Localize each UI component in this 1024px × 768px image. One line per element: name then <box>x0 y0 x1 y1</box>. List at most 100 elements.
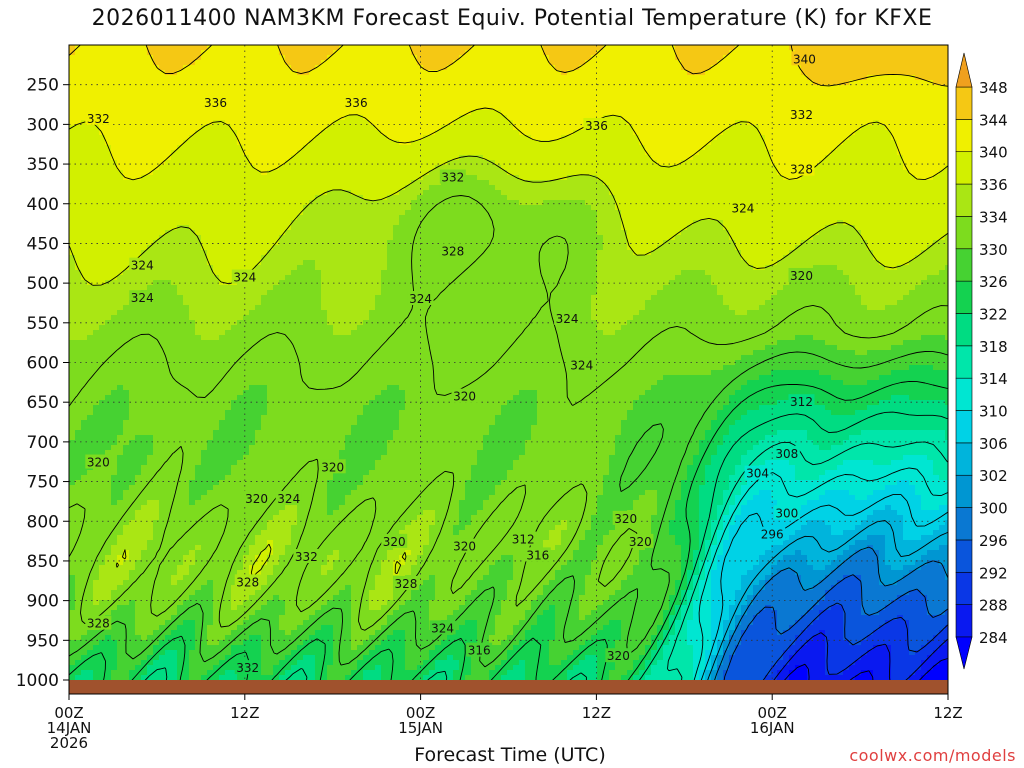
field-cell <box>213 405 220 411</box>
field-cell <box>81 165 88 171</box>
field-cell <box>183 280 190 286</box>
field-cell <box>153 480 160 486</box>
field-cell <box>297 350 304 356</box>
field-cell <box>69 645 76 651</box>
field-cell <box>279 550 286 556</box>
field-cell <box>249 505 256 511</box>
field-cell <box>117 390 124 396</box>
field-cell <box>93 320 100 326</box>
field-cell <box>243 145 250 151</box>
field-cell <box>261 200 268 206</box>
field-cell <box>123 665 130 671</box>
field-cell <box>177 150 184 156</box>
field-cell <box>243 560 250 566</box>
field-cell <box>297 340 304 346</box>
field-cell <box>159 360 166 366</box>
field-cell <box>87 315 94 321</box>
field-cell <box>207 400 214 406</box>
field-cell <box>117 650 124 656</box>
field-cell <box>105 240 112 246</box>
field-cell <box>147 615 154 621</box>
field-cell <box>69 95 76 101</box>
field-cell <box>93 205 100 211</box>
field-cell <box>213 625 220 631</box>
field-cell <box>75 195 82 201</box>
field-cell <box>69 70 76 76</box>
field-cell <box>183 260 190 266</box>
field-cell <box>123 460 130 466</box>
field-cell <box>225 675 232 680</box>
field-cell <box>171 125 178 131</box>
field-cell <box>213 475 220 481</box>
field-cell <box>171 50 178 56</box>
field-cell <box>303 240 310 246</box>
field-cell <box>231 345 238 351</box>
field-cell <box>165 570 172 576</box>
field-cell <box>93 375 100 381</box>
field-cell <box>99 525 106 531</box>
field-cell <box>231 265 238 271</box>
field-cell <box>267 205 274 211</box>
field-cell <box>189 105 196 111</box>
field-cell <box>213 460 220 466</box>
field-cell <box>123 165 130 171</box>
field-cell <box>225 395 232 401</box>
field-cell <box>243 470 250 476</box>
field-cell <box>291 545 298 551</box>
field-cell <box>297 45 304 51</box>
field-cell <box>129 560 136 566</box>
field-cell <box>159 255 166 261</box>
field-cell <box>261 630 268 636</box>
field-cell <box>285 330 292 336</box>
field-cell <box>237 65 244 71</box>
field-cell <box>87 555 94 561</box>
field-cell <box>99 75 106 81</box>
field-cell <box>201 475 208 481</box>
field-cell <box>255 120 262 126</box>
field-cell <box>165 135 172 141</box>
field-cell <box>249 450 256 456</box>
field-cell <box>231 635 238 641</box>
field-cell <box>261 355 268 361</box>
field-cell <box>279 145 286 151</box>
field-cell <box>267 240 274 246</box>
field-cell <box>195 85 202 91</box>
field-cell <box>237 175 244 181</box>
field-cell <box>105 55 112 61</box>
field-cell <box>87 405 94 411</box>
field-cell <box>141 185 148 191</box>
field-cell <box>255 435 262 441</box>
field-cell <box>159 510 166 516</box>
field-cell <box>81 310 88 316</box>
field-cell <box>93 165 100 171</box>
field-cell <box>261 545 268 551</box>
field-cell <box>207 335 214 341</box>
field-cell <box>117 565 124 571</box>
field-cell <box>249 530 256 536</box>
field-cell <box>213 210 220 216</box>
field-cell <box>291 455 298 461</box>
field-cell <box>273 650 280 656</box>
field-cell <box>165 145 172 151</box>
field-cell <box>267 50 274 56</box>
field-cell <box>147 55 154 61</box>
field-cell <box>129 540 136 546</box>
field-cell <box>81 245 88 251</box>
field-cell <box>159 45 166 51</box>
field-cell <box>69 185 76 191</box>
field-cell <box>81 275 88 281</box>
field-cell <box>177 550 184 556</box>
field-cell <box>231 570 238 576</box>
field-cell <box>261 90 268 96</box>
field-cell <box>303 160 310 166</box>
field-cell <box>303 135 310 141</box>
field-cell <box>225 560 232 566</box>
field-cell <box>123 655 130 661</box>
field-cell <box>273 465 280 471</box>
field-cell <box>69 410 76 416</box>
field-cell <box>267 360 274 366</box>
field-cell <box>153 80 160 86</box>
field-cell <box>243 415 250 421</box>
field-cell <box>189 230 196 236</box>
field-cell <box>93 200 100 206</box>
